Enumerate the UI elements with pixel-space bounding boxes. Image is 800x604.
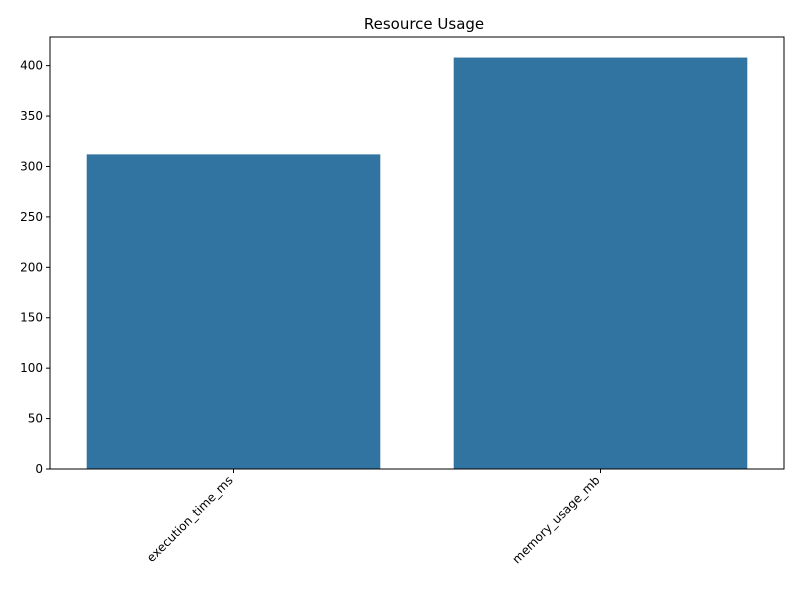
- y-tick-label: 350: [20, 109, 43, 123]
- y-axis: 0 50 100 150 200 250 300 350 400: [20, 59, 50, 476]
- y-tick-label: 400: [20, 59, 43, 73]
- bars-layer: [86, 57, 748, 469]
- y-tick-label: 50: [28, 412, 43, 426]
- y-tick-label: 150: [20, 311, 43, 325]
- y-tick-label: 250: [20, 210, 43, 224]
- y-tick-label: 0: [35, 462, 43, 476]
- plot-frame: [49, 36, 785, 470]
- chart-title: Resource Usage: [364, 15, 484, 33]
- x-tick-label: memory_usage_mb: [510, 473, 603, 566]
- bar-memory-usage-mb: [453, 57, 748, 469]
- y-tick-label: 200: [20, 260, 43, 274]
- x-axis: execution_time_ms memory_usage_mb: [144, 469, 603, 566]
- bar-execution-time-ms: [86, 154, 381, 469]
- x-tick-label: execution_time_ms: [144, 473, 236, 565]
- y-tick-label: 300: [20, 159, 43, 173]
- y-tick-label: 100: [20, 361, 43, 375]
